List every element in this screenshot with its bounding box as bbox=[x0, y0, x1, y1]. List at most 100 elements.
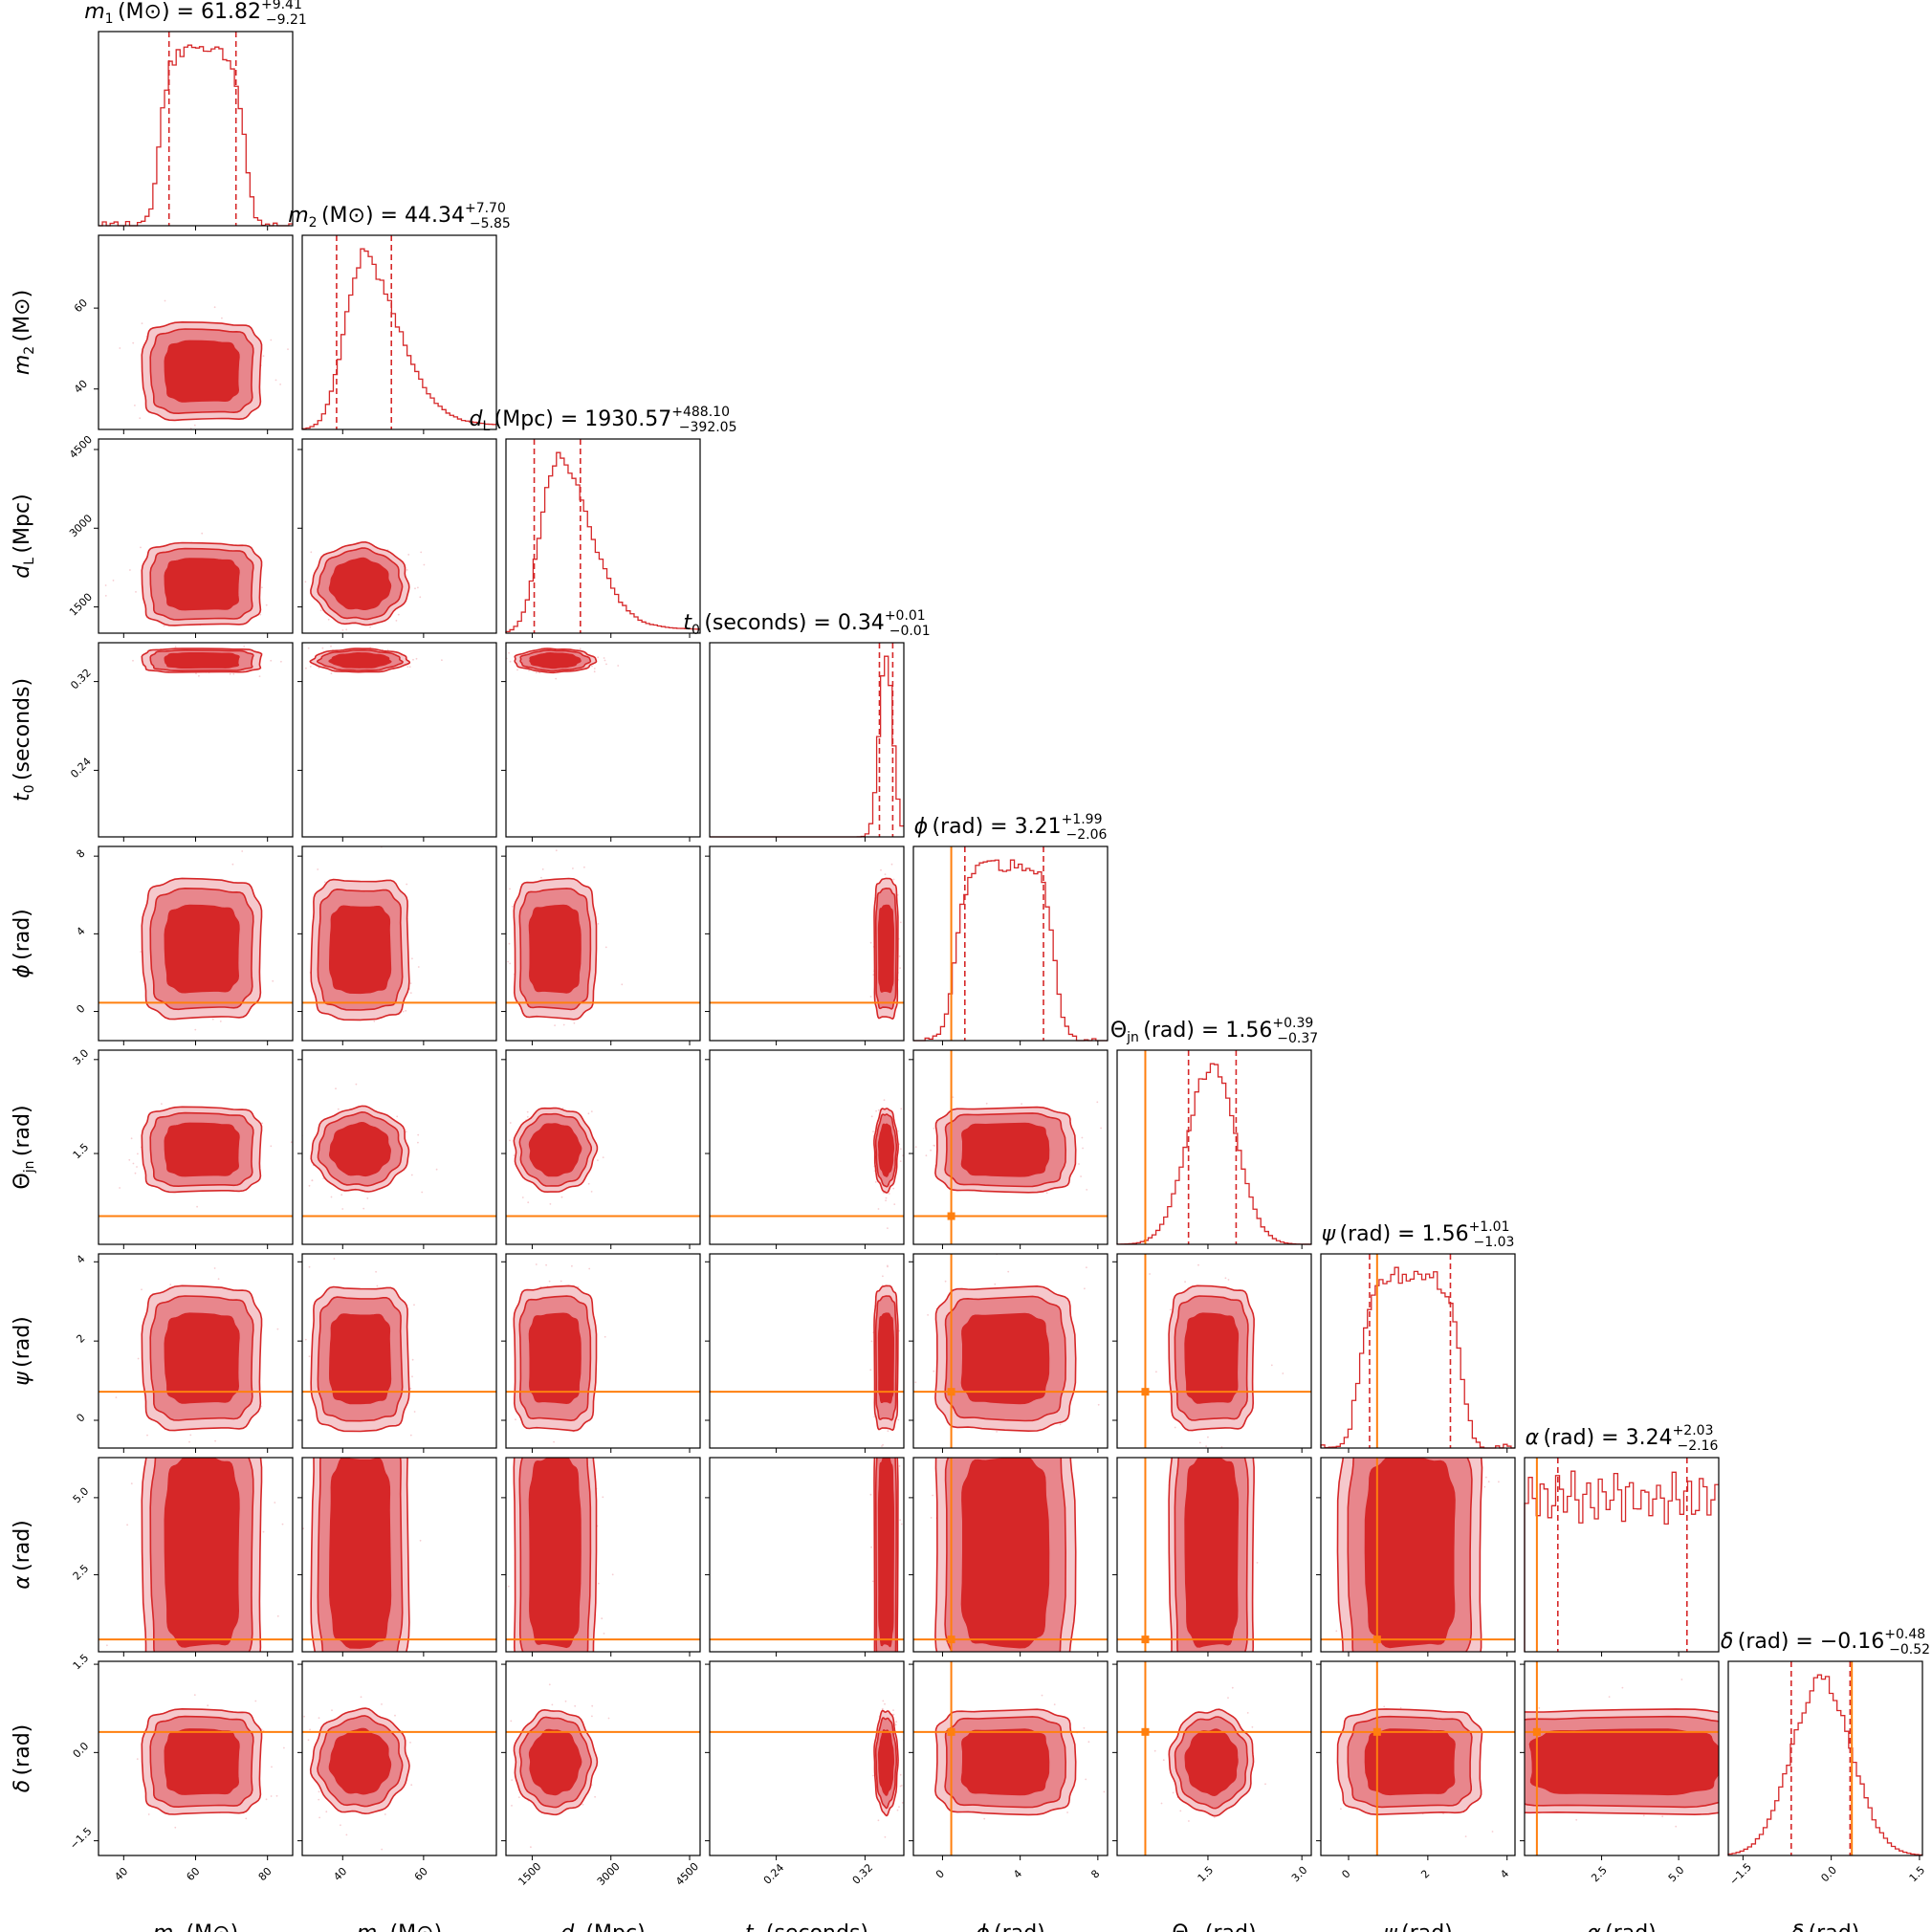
x-tick-label-m2: 60 bbox=[412, 1865, 430, 1883]
sample-point bbox=[892, 1709, 894, 1711]
panel-frame bbox=[709, 642, 905, 838]
sample-point bbox=[887, 1264, 889, 1267]
x-tick-label-t0: 0.32 bbox=[850, 1861, 876, 1887]
contour-inner bbox=[960, 1122, 1050, 1177]
sample-point bbox=[604, 946, 607, 949]
sample-point bbox=[308, 1184, 311, 1187]
sample-point bbox=[319, 609, 322, 611]
panel-background bbox=[710, 1254, 904, 1448]
sample-point bbox=[507, 960, 509, 963]
panel-frame bbox=[709, 1253, 905, 1449]
x-tick-label-phi: 0 bbox=[933, 1867, 947, 1880]
joint-phi-alpha bbox=[913, 1458, 1108, 1652]
sample-point bbox=[899, 1519, 901, 1522]
y-tick-label-theta: 1.5 bbox=[71, 1141, 92, 1162]
sample-point bbox=[511, 905, 514, 908]
joint-m2-delta bbox=[302, 1696, 496, 1851]
sample-point bbox=[375, 1270, 377, 1273]
joint-content-m2-theta bbox=[302, 1083, 496, 1218]
sample-point bbox=[898, 1806, 900, 1809]
joint-m1-phi bbox=[99, 850, 293, 1031]
sample-point bbox=[331, 1709, 333, 1712]
sample-point bbox=[265, 1798, 268, 1801]
sample-point bbox=[245, 1454, 247, 1456]
joint-phi-delta bbox=[913, 1661, 1108, 1855]
sample-point bbox=[602, 1496, 604, 1499]
sample-point bbox=[210, 1453, 212, 1455]
sample-point bbox=[560, 1656, 561, 1658]
sample-point bbox=[322, 1177, 325, 1179]
sample-point bbox=[247, 640, 249, 642]
sample-point bbox=[888, 1193, 890, 1195]
sample-point bbox=[884, 873, 887, 876]
joint-theta-alpha bbox=[1117, 1458, 1311, 1652]
sample-point bbox=[513, 1154, 516, 1156]
panel-frame bbox=[301, 1253, 497, 1449]
sample-point bbox=[587, 1182, 590, 1185]
panel-background bbox=[710, 846, 904, 1041]
contour-inner bbox=[164, 1458, 240, 1648]
sample-point bbox=[318, 1798, 320, 1801]
sample-point bbox=[309, 666, 312, 668]
sample-point bbox=[345, 1833, 348, 1836]
sample-point bbox=[188, 1440, 190, 1443]
sample-point bbox=[261, 1122, 264, 1125]
joint-content-phi-delta bbox=[913, 1661, 1108, 1855]
sample-point bbox=[1097, 1403, 1100, 1406]
sample-point bbox=[1485, 1476, 1487, 1479]
sample-point bbox=[1538, 1707, 1541, 1709]
sample-point bbox=[130, 1482, 133, 1484]
sample-point bbox=[572, 867, 574, 869]
sample-point bbox=[373, 1020, 376, 1022]
sample-point bbox=[1220, 1446, 1223, 1448]
sample-point bbox=[899, 1773, 902, 1776]
sample-point bbox=[245, 1817, 248, 1820]
sample-point bbox=[241, 850, 244, 852]
contour-inner bbox=[328, 1121, 391, 1177]
sample-point bbox=[195, 672, 197, 675]
injection-marker bbox=[947, 1636, 955, 1644]
sample-point bbox=[409, 1742, 411, 1744]
contour-inner bbox=[1184, 1312, 1240, 1404]
joint-content-dl-delta bbox=[506, 1683, 700, 1849]
sample-point bbox=[1661, 1815, 1664, 1818]
sample-point bbox=[271, 1766, 273, 1768]
sample-point bbox=[93, 664, 95, 666]
x-tick-label-dl: 4500 bbox=[673, 1860, 701, 1888]
sample-point bbox=[877, 1819, 880, 1822]
sample-point bbox=[933, 1144, 935, 1147]
sample-point bbox=[517, 1796, 520, 1799]
y-tick-label-psi: 4 bbox=[74, 1253, 87, 1266]
y-tick-label-alpha: 5.0 bbox=[71, 1485, 92, 1506]
sample-point bbox=[880, 1658, 882, 1660]
sample-point bbox=[272, 979, 274, 982]
sample-point bbox=[553, 1440, 555, 1443]
sample-point bbox=[909, 1128, 911, 1130]
y-tick-label-phi: 0 bbox=[74, 1002, 87, 1016]
sample-point bbox=[262, 1530, 265, 1533]
panel-background bbox=[710, 1458, 904, 1652]
sample-point bbox=[515, 1418, 516, 1421]
sample-point bbox=[900, 1523, 903, 1526]
sample-point bbox=[914, 1381, 917, 1384]
sample-point bbox=[573, 1021, 576, 1024]
joint-m1-delta bbox=[99, 1694, 293, 1829]
panel-frame bbox=[505, 642, 701, 838]
panel-frame bbox=[505, 1457, 701, 1653]
joint-m1-theta bbox=[99, 1103, 293, 1218]
histogram-steps-alpha bbox=[1524, 1470, 1719, 1652]
sample-point bbox=[509, 962, 512, 965]
sample-point bbox=[283, 1746, 285, 1749]
sample-point bbox=[583, 866, 585, 868]
sample-point bbox=[407, 554, 410, 556]
sample-point bbox=[892, 878, 895, 881]
sample-point bbox=[1153, 1749, 1156, 1752]
sample-point bbox=[261, 586, 263, 589]
sample-point bbox=[900, 1785, 903, 1787]
sample-point bbox=[914, 1146, 917, 1149]
sample-point bbox=[318, 667, 320, 670]
sample-point bbox=[132, 1162, 135, 1165]
sample-point bbox=[1169, 1308, 1172, 1311]
sample-point bbox=[340, 1194, 343, 1197]
sample-point bbox=[134, 1172, 137, 1175]
